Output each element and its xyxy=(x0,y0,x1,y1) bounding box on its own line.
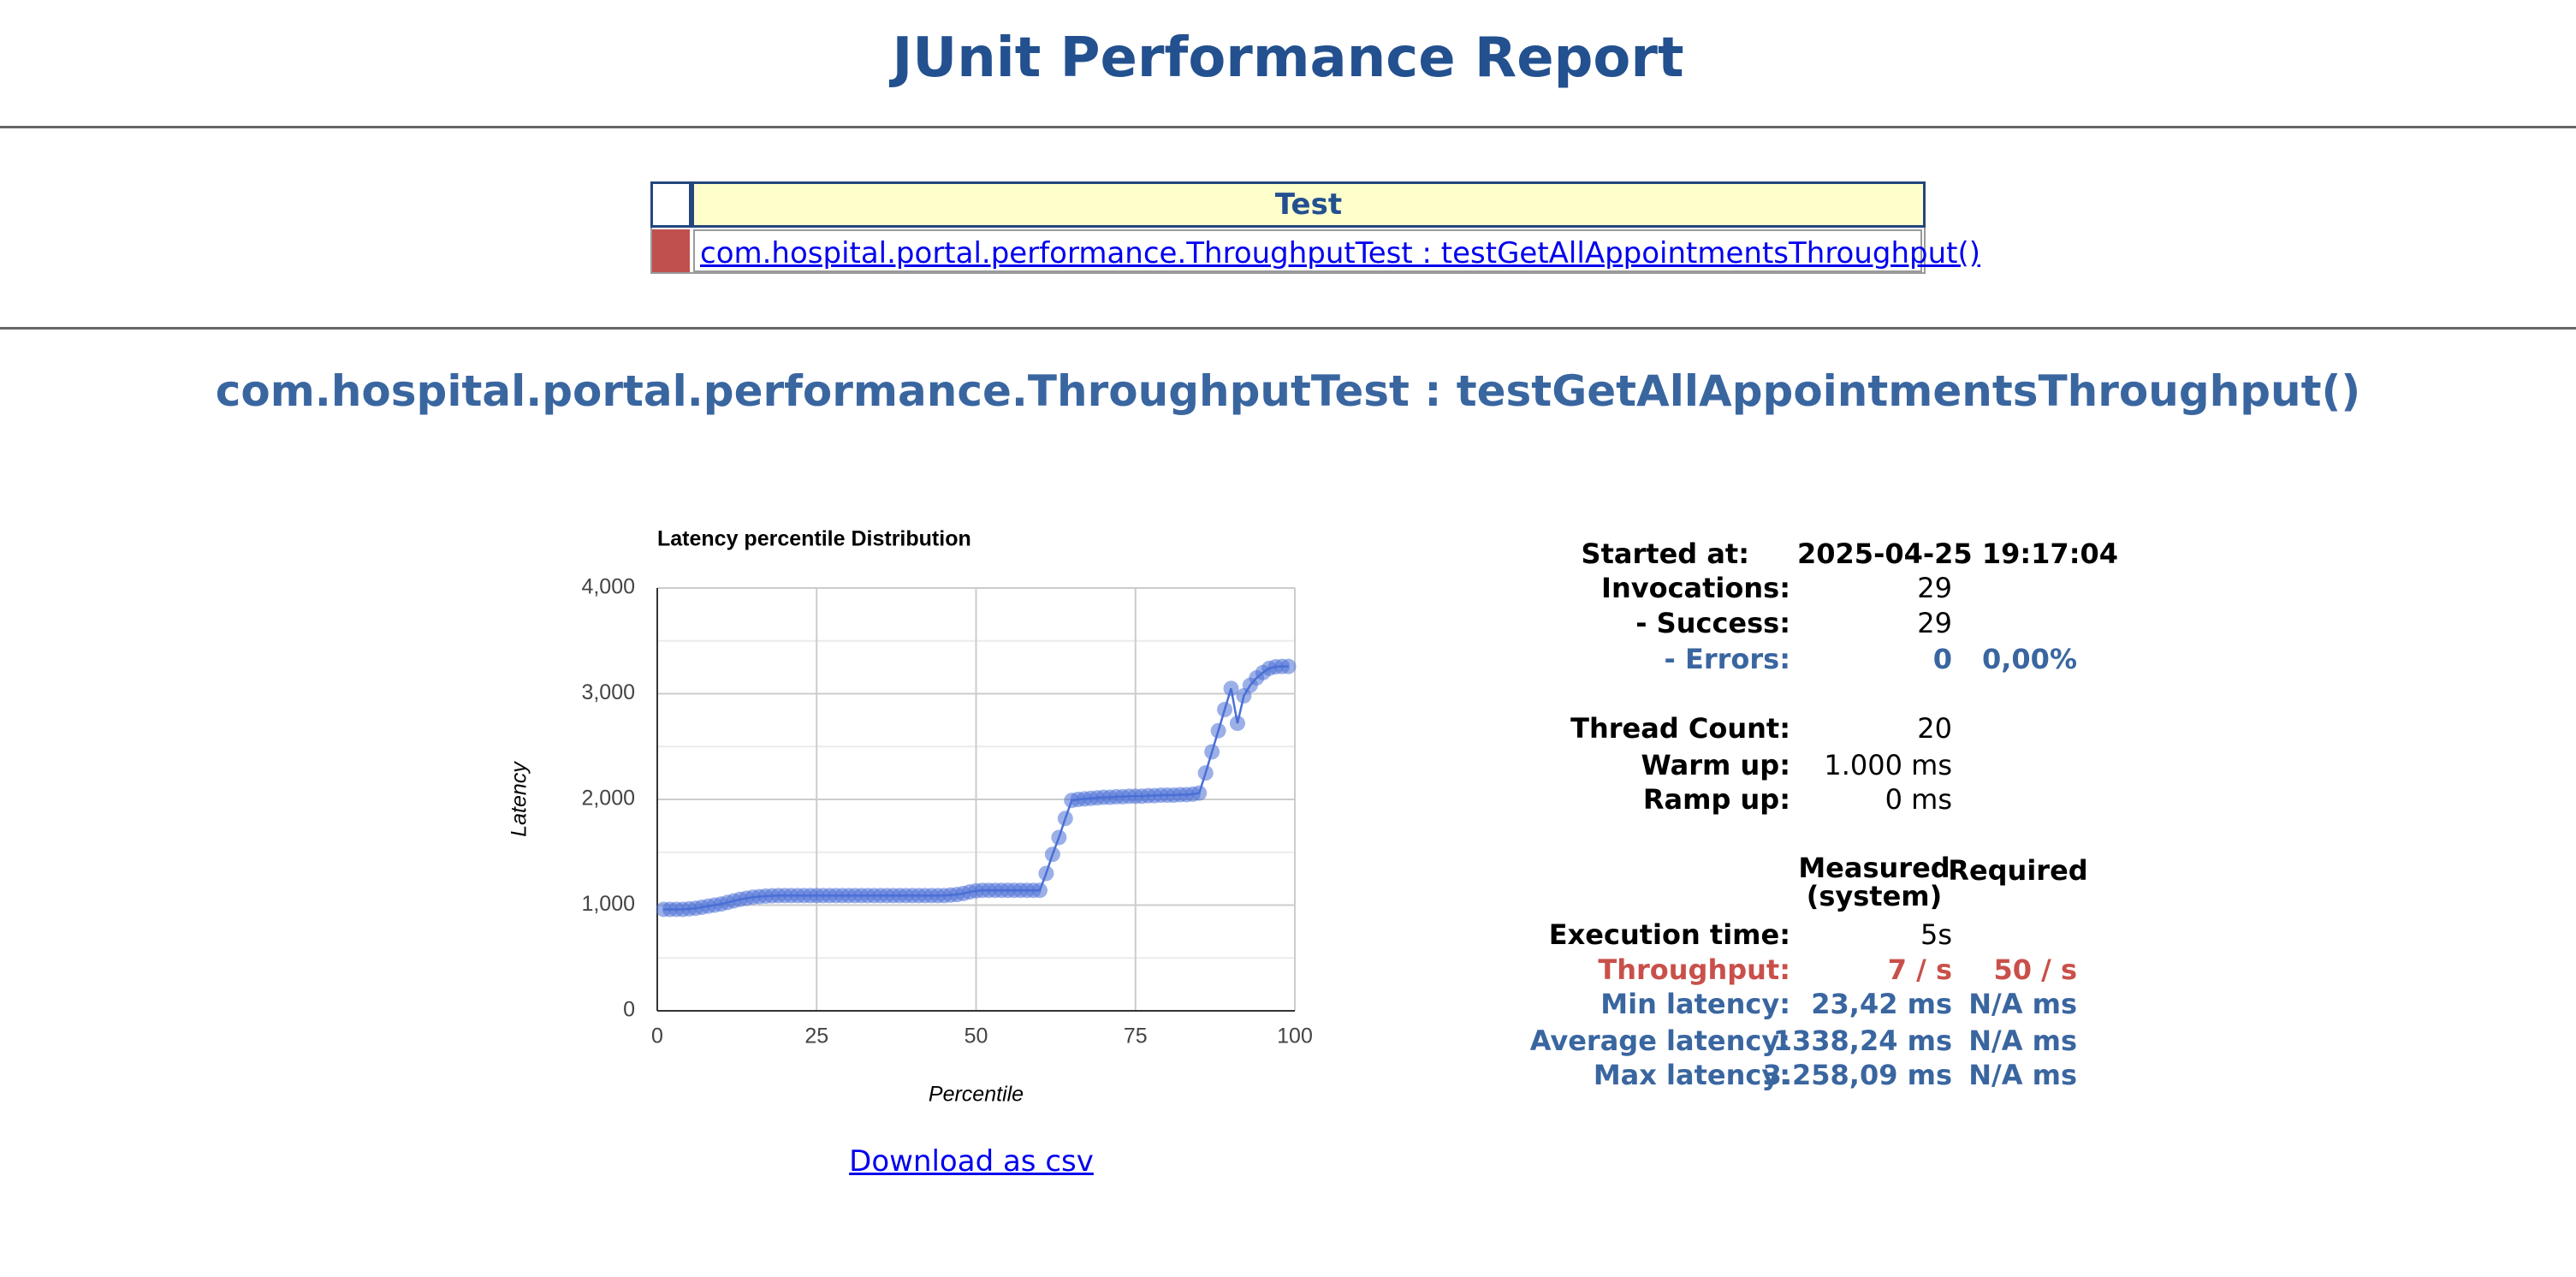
y-tick-label: 2,000 xyxy=(581,787,635,811)
point xyxy=(1038,865,1054,882)
point xyxy=(1051,829,1067,846)
table-header: Test xyxy=(1274,187,1343,222)
point xyxy=(1191,785,1208,801)
separator xyxy=(0,327,2576,330)
point xyxy=(1044,846,1060,863)
point xyxy=(1197,765,1214,781)
result-measured: 5s xyxy=(1920,918,1952,951)
table-cell xyxy=(693,229,1922,272)
table-header-cell xyxy=(691,181,1926,228)
info-label: Invocations: xyxy=(1601,572,1790,604)
section-title: com.hospital.portal.performance.Throughp… xyxy=(215,366,2361,416)
info-value: 29 xyxy=(1917,572,1952,604)
chart-title: Latency percentile Distribution xyxy=(657,527,971,551)
point xyxy=(1229,716,1245,732)
result-label: Min latency: xyxy=(1600,988,1790,1020)
table-header-blank xyxy=(650,181,691,228)
point xyxy=(1204,744,1220,760)
result-measured: 1338,24 ms xyxy=(1772,1025,1952,1057)
x-tick-label: 25 xyxy=(804,1025,828,1048)
result-required: N/A ms xyxy=(1968,1059,2077,1091)
info-label: Started at: xyxy=(1581,538,1749,570)
separator xyxy=(0,126,2576,128)
point xyxy=(1217,702,1233,718)
result-measured: 7 / s xyxy=(1887,953,1952,986)
point xyxy=(1057,811,1073,827)
x-tick-label: 100 xyxy=(1277,1025,1313,1048)
info-label: - Errors: xyxy=(1664,643,1790,675)
info-percent: 0,00% xyxy=(1981,643,2077,675)
result-required: N/A ms xyxy=(1968,1025,2077,1057)
result-label: Throughput: xyxy=(1598,953,1790,986)
info-label: Thread Count: xyxy=(1570,712,1790,745)
y-tick-label: 4,000 xyxy=(581,575,635,599)
result-required: 50 / s xyxy=(1993,953,2077,986)
result-label: Average latency: xyxy=(1529,1025,1790,1057)
point xyxy=(1280,658,1297,674)
column-header: Measured (system) xyxy=(1798,852,1950,912)
result-required: N/A ms xyxy=(1968,988,2077,1020)
info-label: - Success: xyxy=(1635,607,1790,639)
x-tick-label: 75 xyxy=(1124,1025,1148,1048)
column-header: Required xyxy=(1948,854,2088,887)
y-tick-label: 1,000 xyxy=(581,892,635,916)
x-tick-label: 0 xyxy=(651,1025,663,1048)
result-measured: 3.258,09 ms xyxy=(1762,1059,1952,1091)
page-title: JUnit Performance Report xyxy=(892,27,1684,90)
info-value: 2025-04-25 19:17:04 xyxy=(1797,538,2119,570)
point xyxy=(1210,722,1226,739)
result-label: Max latency: xyxy=(1593,1059,1790,1091)
status-cell xyxy=(652,229,690,272)
info-value: 1.000 ms xyxy=(1824,749,1952,781)
y-axis-title: Latency xyxy=(507,761,531,837)
info-label: Warm up: xyxy=(1641,749,1791,781)
info-label: Ramp up: xyxy=(1642,783,1790,816)
info-value: 20 xyxy=(1917,712,1952,745)
x-tick-label: 50 xyxy=(965,1025,988,1048)
info-value: 0 xyxy=(1932,643,1952,675)
download-link[interactable]: Download as csv xyxy=(849,1144,1094,1179)
x-axis-title: Percentile xyxy=(929,1083,1024,1107)
info-value: 29 xyxy=(1917,607,1952,639)
y-tick-label: 0 xyxy=(623,998,635,1022)
point xyxy=(1032,882,1048,899)
info-value: 0 ms xyxy=(1885,783,1952,816)
result-label: Execution time: xyxy=(1548,918,1790,951)
point xyxy=(1223,680,1239,697)
result-measured: 23,42 ms xyxy=(1811,988,1952,1020)
test-link[interactable]: com.hospital.portal.performance.Throughp… xyxy=(700,236,1981,270)
y-tick-label: 3,000 xyxy=(581,680,635,704)
